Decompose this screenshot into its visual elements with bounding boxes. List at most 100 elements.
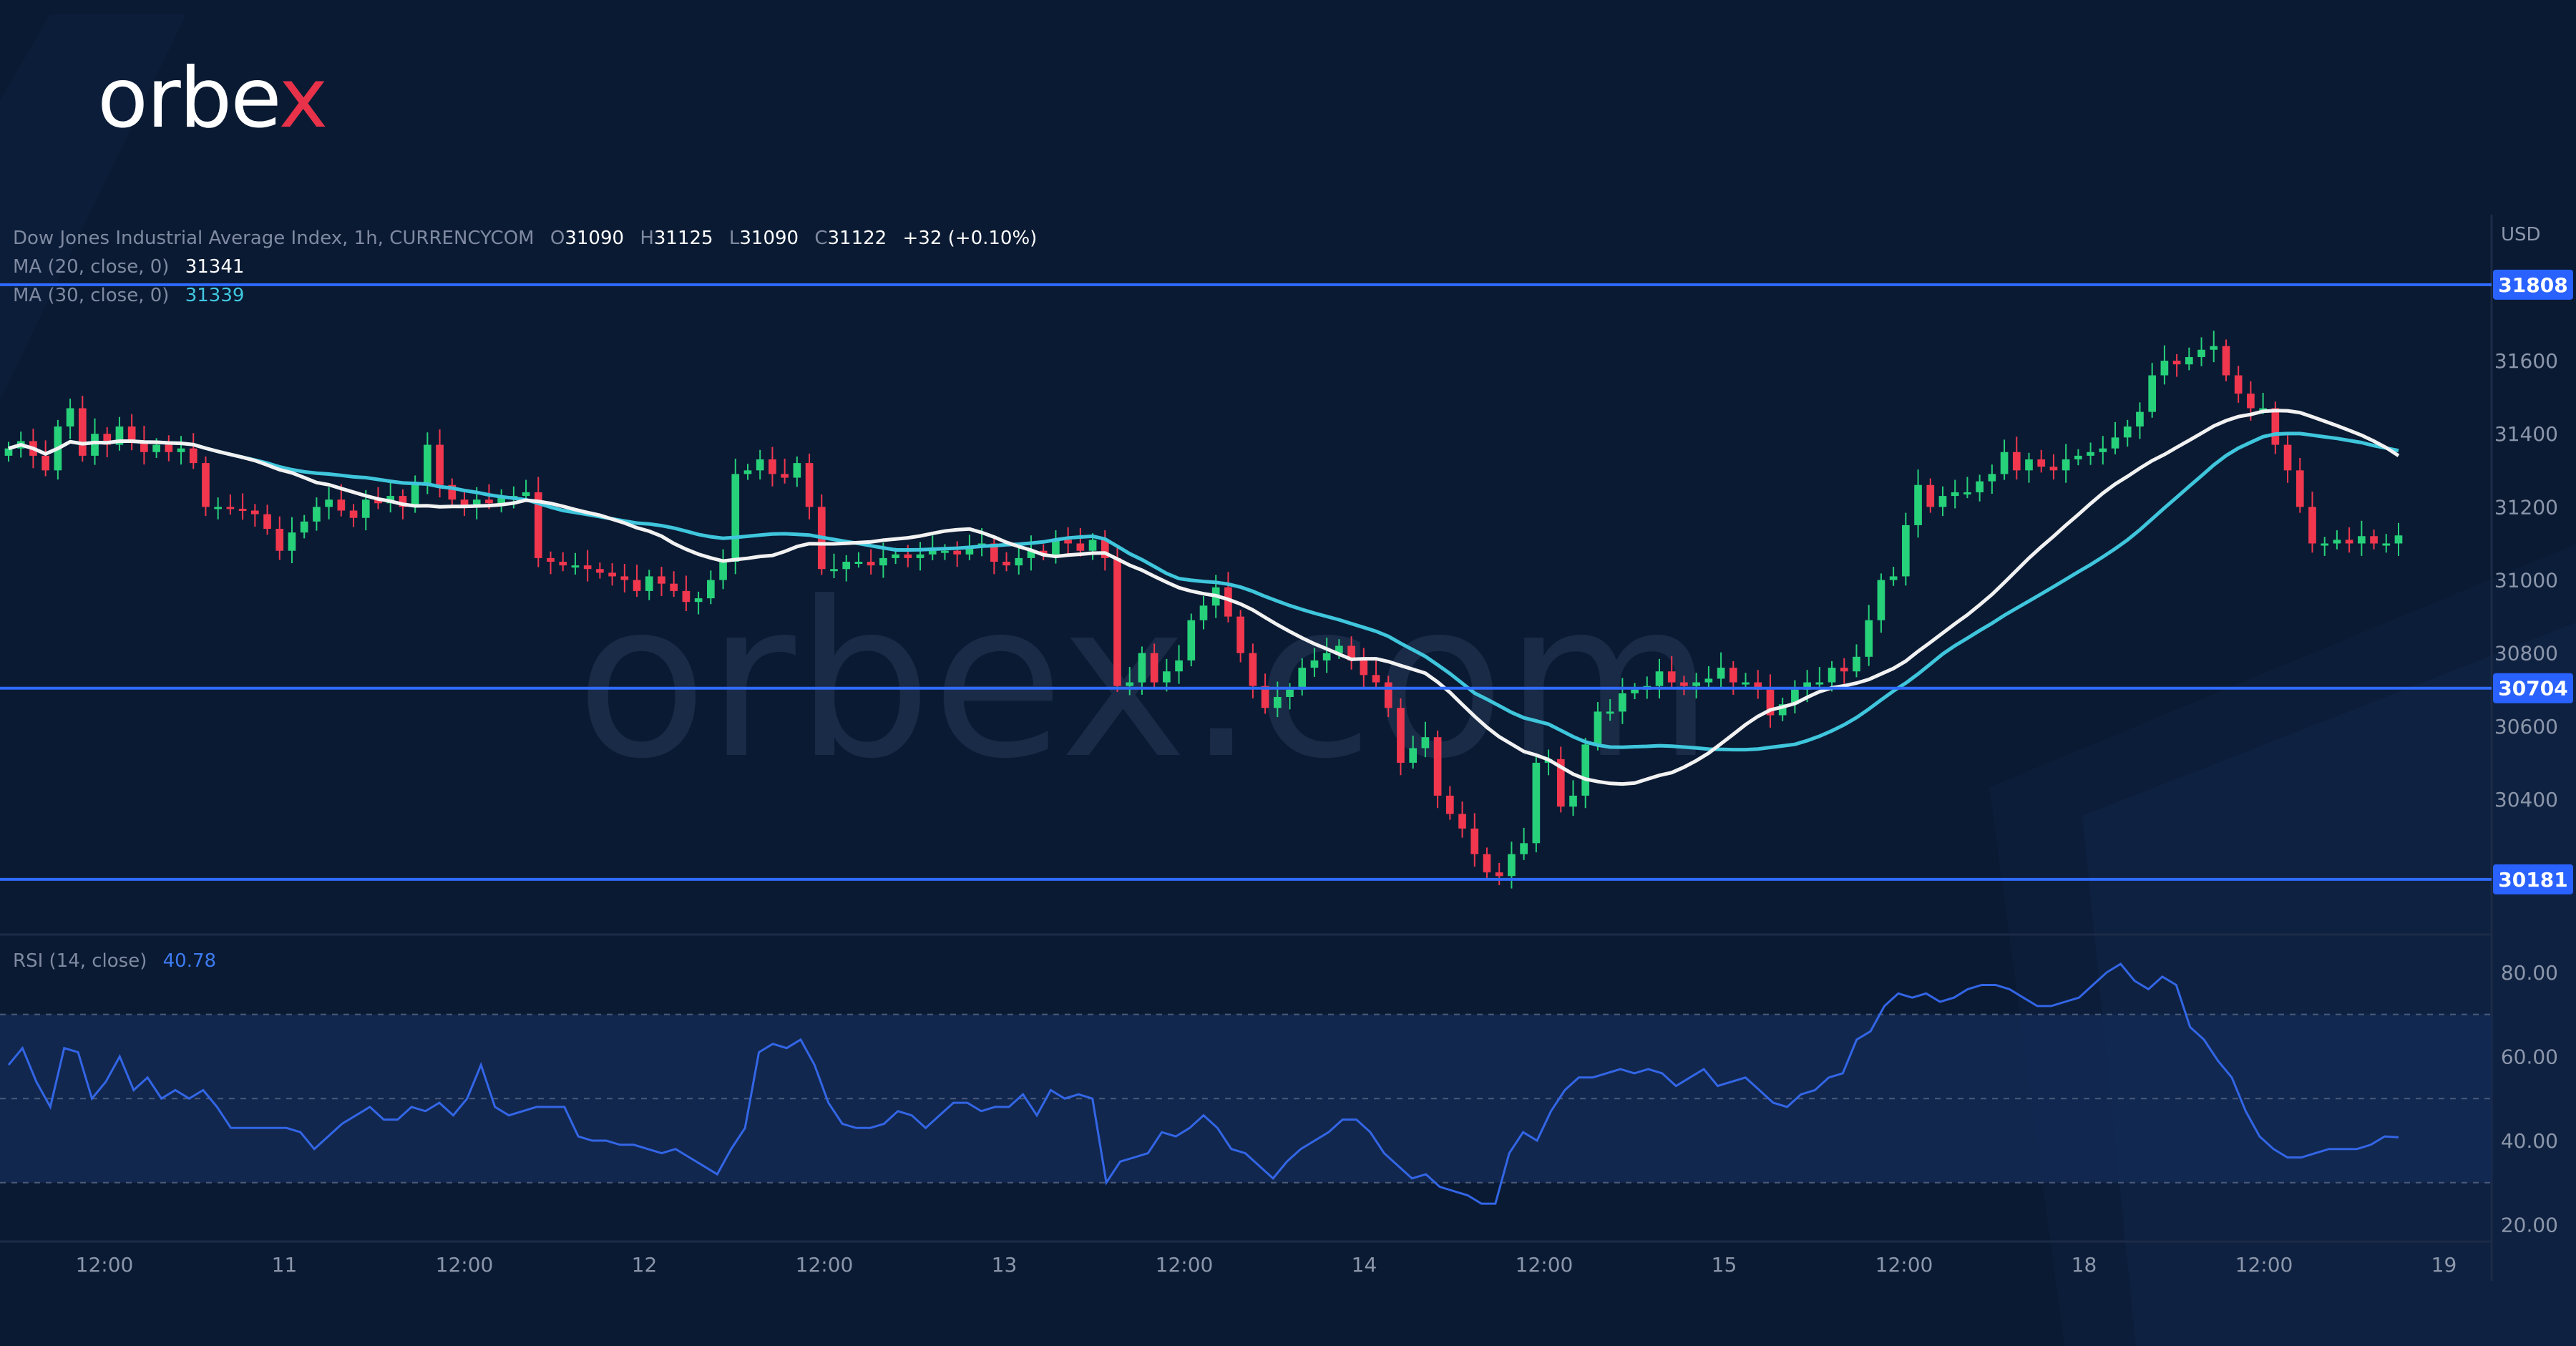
- candle-body: [1791, 689, 1799, 705]
- candle-body: [892, 554, 899, 558]
- price-tick-label: 31200: [2494, 495, 2558, 519]
- candle-body: [2185, 356, 2193, 365]
- candle-body: [633, 580, 641, 591]
- candle-body: [1815, 682, 1824, 685]
- candle-body: [1458, 814, 1466, 829]
- candle-body: [2062, 459, 2070, 471]
- candle-body: [2210, 346, 2218, 350]
- candle-body: [1064, 540, 1072, 544]
- candle-body: [2271, 408, 2280, 445]
- candle-body: [879, 557, 887, 566]
- candle-body: [2087, 452, 2094, 456]
- candle-body: [769, 459, 776, 474]
- candle-body: [436, 444, 444, 485]
- time-tick-label: 12:00: [1156, 1253, 1214, 1277]
- bg-decor-shape: [0, 14, 186, 401]
- candle-body: [103, 434, 112, 445]
- ma30-legend[interactable]: MA (30, close, 0) 31339: [13, 285, 244, 306]
- candle-body: [1508, 854, 1516, 877]
- candle-body: [559, 562, 567, 566]
- price-tick-label: 30800: [2494, 642, 2558, 665]
- high-label: H: [640, 228, 654, 249]
- symbol-legend: Dow Jones Industrial Average Index, 1h, …: [13, 228, 1037, 249]
- candle-body: [2234, 375, 2243, 394]
- candle-body: [374, 499, 382, 504]
- candle-body: [719, 562, 727, 580]
- candle-body: [1520, 843, 1528, 854]
- candle-body: [2308, 507, 2316, 544]
- time-tick-label: 11: [272, 1253, 298, 1277]
- price-tick-label: 31600: [2494, 349, 2558, 373]
- candle-body: [1088, 540, 1097, 551]
- candle-body: [2012, 452, 2021, 471]
- candle-body: [424, 444, 431, 485]
- candle-body: [1840, 668, 1848, 672]
- price-tick-label: 31400: [2494, 422, 2558, 446]
- candle-body: [152, 444, 160, 452]
- candle-body: [1126, 682, 1134, 686]
- candle-body: [1667, 671, 1676, 683]
- candle-body: [941, 550, 949, 553]
- candle-body: [115, 426, 124, 445]
- candle-body: [165, 444, 173, 452]
- candle-body: [1803, 682, 1811, 690]
- candle-body: [399, 496, 407, 507]
- rsi-legend[interactable]: RSI (14, close) 40.78: [13, 950, 216, 972]
- rsi-value: 40.78: [162, 950, 217, 972]
- candle-body: [1076, 543, 1085, 551]
- low-label: L: [728, 228, 740, 249]
- candle-body: [1138, 653, 1146, 683]
- candle-body: [583, 565, 592, 570]
- candle-body: [2333, 540, 2341, 544]
- candle-body: [1470, 828, 1479, 854]
- candle-body: [1569, 795, 1577, 807]
- candle-body: [534, 492, 542, 558]
- candle-body: [1286, 689, 1294, 697]
- candle-body: [916, 554, 924, 558]
- candle-body: [411, 484, 419, 507]
- candle-body: [2296, 470, 2304, 507]
- ma20-legend[interactable]: MA (20, close, 0) 31341: [13, 256, 244, 278]
- candle-body: [620, 576, 629, 580]
- candle-body: [990, 543, 998, 562]
- rsi-tick-label: 60.00: [2501, 1045, 2558, 1068]
- candle-body: [1101, 540, 1109, 558]
- candle-body: [1445, 795, 1454, 814]
- candle-body: [1754, 682, 1762, 690]
- candle-body: [1594, 711, 1602, 745]
- time-tick-label: 18: [2072, 1253, 2097, 1277]
- candle-body: [2000, 452, 2009, 474]
- candle-body: [288, 532, 296, 551]
- candle-body: [1187, 620, 1196, 660]
- price-tick-label: 31000: [2494, 569, 2558, 592]
- ma20-line: [8, 409, 2400, 786]
- candle-body: [300, 521, 308, 533]
- candle-body: [472, 499, 481, 507]
- candle-body: [645, 576, 653, 591]
- candle-body: [485, 499, 493, 504]
- candle-body: [78, 408, 87, 456]
- candle-body: [238, 508, 247, 511]
- open-value: 31090: [565, 228, 625, 249]
- time-tick-label: 12:00: [436, 1253, 494, 1277]
- candle-body: [250, 510, 259, 514]
- candle-body: [2370, 536, 2378, 544]
- candle-body: [1052, 540, 1060, 555]
- candle-body: [349, 510, 358, 518]
- candle-body: [1926, 484, 1935, 507]
- candle-body: [904, 554, 912, 558]
- candle-body: [1384, 682, 1392, 708]
- candle-body: [226, 507, 235, 509]
- time-tick-label: 19: [2431, 1253, 2457, 1277]
- candle-body: [1027, 550, 1035, 558]
- rsi-tick-label: 40.00: [2501, 1129, 2558, 1153]
- candle-body: [658, 576, 665, 584]
- candle-body: [2197, 349, 2205, 357]
- candle-body: [66, 408, 74, 427]
- candle-body: [1951, 492, 1959, 497]
- candle-body: [2099, 448, 2107, 452]
- level-label-bg: [2493, 269, 2573, 300]
- candle-body: [448, 484, 457, 500]
- candle-body: [1963, 492, 1971, 494]
